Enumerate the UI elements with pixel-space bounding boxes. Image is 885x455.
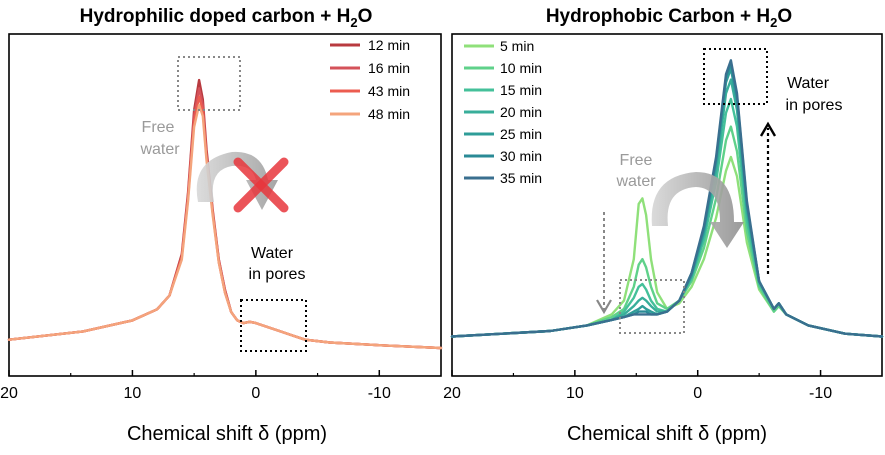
left-pores-label-2: in pores <box>249 266 306 283</box>
left-legend-label-2: 43 min <box>368 83 410 99</box>
left-series-line-48-min <box>7 103 443 350</box>
right-x-tick-label-0: 20 <box>443 385 461 402</box>
right-pores-box <box>703 48 768 105</box>
left-pores-label-1: Water <box>251 245 294 262</box>
right-x-axis: 20 10 0 -10 <box>443 370 832 402</box>
right-legend-label-5: 30 min <box>500 148 542 164</box>
left-panel: Hydrophilic doped carbon + H2O 20 10 0 -10 … <box>0 6 443 445</box>
right-x-axis-label: Chemical shift δ (ppm) <box>567 423 767 445</box>
left-no-transfer-cross-icon <box>233 157 289 213</box>
right-series-line-35-min <box>450 59 884 338</box>
left-pores-box <box>240 299 307 352</box>
right-legend-label-1: 10 min <box>500 60 542 76</box>
left-x-axis-label: Chemical shift δ (ppm) <box>127 423 327 445</box>
right-legend-label-3: 20 min <box>500 104 542 120</box>
left-legend-label-3: 48 min <box>368 106 410 122</box>
right-series-group <box>450 59 884 338</box>
right-free-water-label-1: Free <box>620 152 653 169</box>
right-legend: 5 min 10 min 15 min 20 min 25 min 30 min 35 mi… <box>464 38 542 186</box>
left-x-tick-label-1: 10 <box>124 385 142 402</box>
left-series-group <box>7 78 443 350</box>
right-increase-arrow-icon <box>759 121 777 274</box>
right-legend-label-0: 5 min <box>500 38 534 54</box>
left-plot-frame <box>8 33 442 377</box>
right-legend-label-2: 15 min <box>500 82 542 98</box>
right-legend-label-4: 25 min <box>500 126 542 142</box>
right-x-tick-label-3: -10 <box>809 385 832 402</box>
left-x-axis: 20 10 0 -10 <box>0 370 391 402</box>
right-legend-label-6: 35 min <box>500 170 542 186</box>
left-free-water-label-1: Free <box>142 119 175 136</box>
left-x-tick-label-3: -10 <box>368 385 391 402</box>
right-free-water-label-2: water <box>615 173 656 190</box>
left-legend-label-1: 16 min <box>368 60 410 76</box>
right-x-tick-label-1: 10 <box>566 385 584 402</box>
left-curved-arrow <box>196 151 278 210</box>
left-legend-label-0: 12 min <box>368 37 410 53</box>
left-x-tick-label-2: 0 <box>251 385 260 402</box>
right-free-water-box <box>619 279 685 334</box>
left-x-tick-label-0: 20 <box>0 385 18 402</box>
right-pores-label-1: Water <box>787 75 830 92</box>
left-chart-title: Hydrophilic doped carbon + H2O <box>80 6 373 30</box>
right-panel: Hydrophobic Carbon + H2O 20 10 0 -10 Free w… <box>443 6 884 445</box>
left-free-water-label-2: water <box>139 141 180 158</box>
right-chart-title: Hydrophobic Carbon + H2O <box>546 6 792 30</box>
right-plot-frame <box>451 33 883 377</box>
right-curved-arrow <box>651 172 744 248</box>
right-series-line-10-min <box>450 125 884 338</box>
left-legend: 12 min 16 min 43 min 48 min <box>330 37 410 122</box>
right-x-tick-label-2: 0 <box>693 385 702 402</box>
right-decrease-arrow-icon <box>596 212 612 315</box>
right-pores-label-2: in pores <box>786 97 843 114</box>
left-series-line-16-min <box>7 87 443 350</box>
left-series-line-43-min <box>7 95 443 350</box>
left-free-water-box <box>177 56 241 111</box>
